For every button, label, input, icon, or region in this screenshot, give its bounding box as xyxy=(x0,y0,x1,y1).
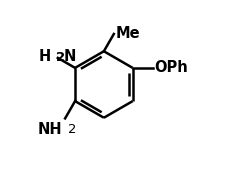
Text: 2: 2 xyxy=(68,123,76,136)
Text: N: N xyxy=(64,49,76,64)
Text: H: H xyxy=(39,49,51,64)
Text: Me: Me xyxy=(116,27,140,41)
Text: 2: 2 xyxy=(56,51,65,64)
Text: OPh: OPh xyxy=(154,60,188,75)
Text: NH: NH xyxy=(37,122,62,137)
